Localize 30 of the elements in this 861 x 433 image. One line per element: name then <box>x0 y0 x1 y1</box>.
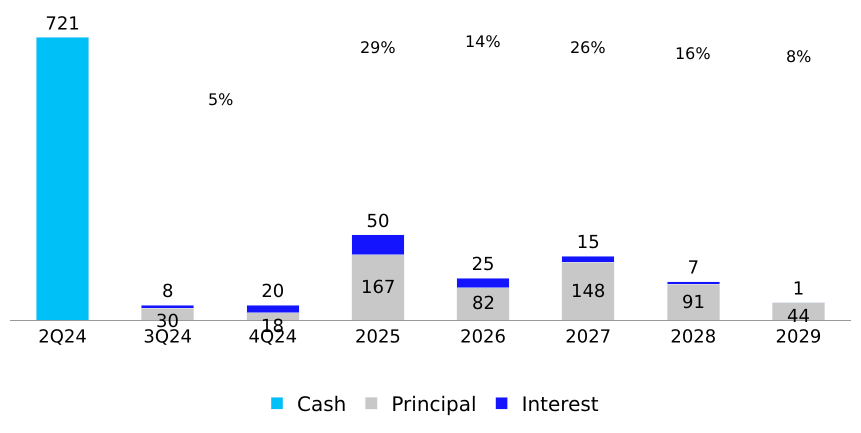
data-label: 82 <box>472 293 495 314</box>
annotation: 16% <box>675 44 711 63</box>
annotation: 29% <box>360 38 396 57</box>
data-label: 167 <box>361 277 396 298</box>
x-tick-label: 2026 <box>460 326 506 348</box>
data-label: 44 <box>787 306 810 327</box>
x-tick-label: 2028 <box>670 326 716 348</box>
bar <box>36 37 90 320</box>
annotation: 8% <box>786 47 812 66</box>
data-label: 7 <box>688 258 700 279</box>
annotation: 14% <box>465 32 501 51</box>
data-label: 15 <box>576 232 600 254</box>
annotation: 5% <box>208 90 234 109</box>
data-label: 8 <box>162 281 174 302</box>
x-tick-label: 2029 <box>776 326 822 348</box>
data-label: 148 <box>571 281 606 302</box>
annotation: 26% <box>570 38 606 57</box>
data-label: 50 <box>366 210 390 232</box>
legend-label: Cash <box>297 392 346 416</box>
data-label: 721 <box>45 13 80 34</box>
legend-label: Principal <box>391 392 477 416</box>
data-label: 20 <box>261 281 284 302</box>
x-tick-label: 2027 <box>565 326 612 348</box>
x-tick-label: 2Q24 <box>38 326 87 348</box>
x-tick-label: 2025 <box>355 326 401 348</box>
data-label: 1 <box>792 278 804 300</box>
legend-label: Interest <box>522 392 599 416</box>
data-label: 91 <box>682 292 705 313</box>
data-label: 25 <box>472 254 495 276</box>
bar <box>666 284 720 320</box>
